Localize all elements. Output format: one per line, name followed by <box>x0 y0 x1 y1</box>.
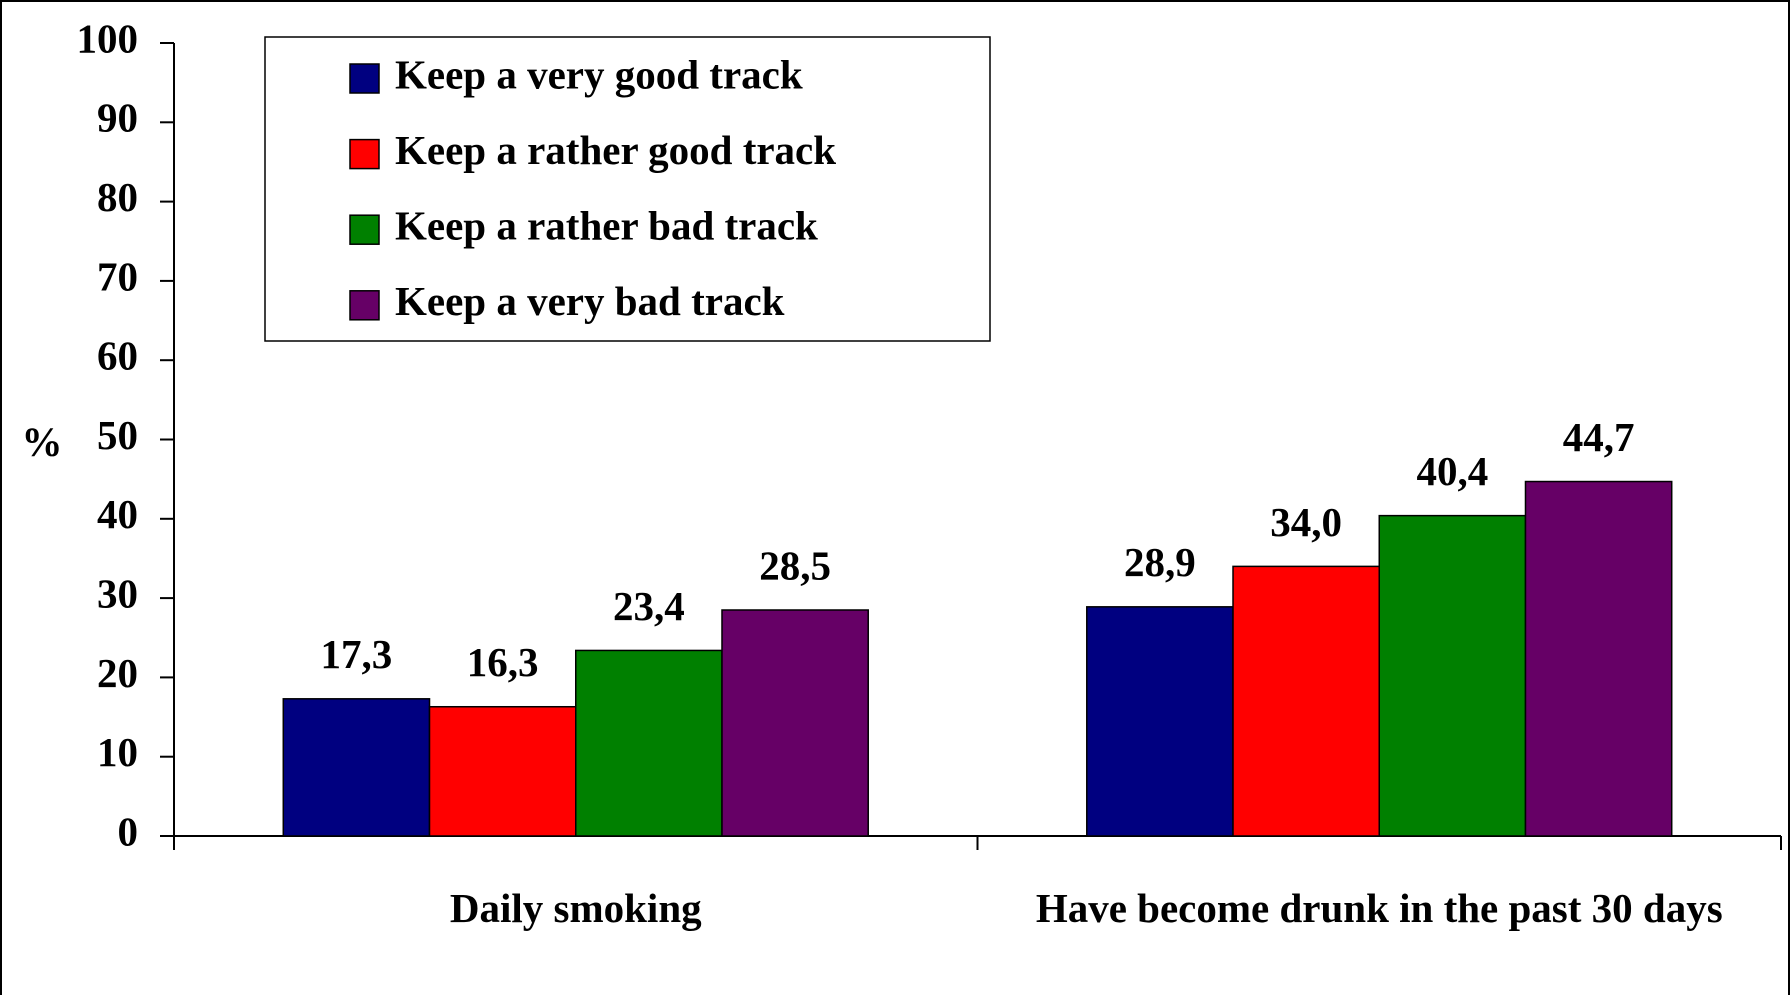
legend-label: Keep a very good track <box>395 51 803 97</box>
legend-swatch <box>349 138 380 170</box>
bar <box>1524 480 1673 837</box>
y-tick-label: 100 <box>77 15 139 61</box>
value-label: 28,9 <box>1124 539 1196 585</box>
x-tick-label: Daily smoking <box>449 885 702 931</box>
bar <box>575 649 723 837</box>
y-tick-label: 90 <box>97 95 138 141</box>
y-tick-label: 50 <box>97 412 138 458</box>
y-tick-label: 20 <box>97 650 138 696</box>
bar <box>428 705 577 837</box>
value-label: 44,7 <box>1563 414 1635 460</box>
y-tick-label: 30 <box>97 571 138 617</box>
y-tick-label: 40 <box>97 491 138 537</box>
bar <box>282 698 431 837</box>
value-label: 28,5 <box>759 542 831 588</box>
bar <box>1086 606 1234 837</box>
bar <box>721 609 869 837</box>
y-tick-label: 0 <box>118 808 139 854</box>
bar <box>1232 565 1380 837</box>
legend-swatch <box>349 290 380 321</box>
legend-swatch <box>349 214 380 245</box>
legend-label: Keep a rather bad track <box>395 203 818 249</box>
value-label: 17,3 <box>321 631 393 677</box>
y-axis-label: % <box>22 418 63 464</box>
y-tick-label: 80 <box>97 174 138 220</box>
y-tick-label: 10 <box>97 729 138 775</box>
value-label: 34,0 <box>1270 499 1342 545</box>
legend-swatch <box>349 63 380 94</box>
y-tick-label: 60 <box>97 333 138 379</box>
x-tick-label: Have become drunk in the past 30 days <box>1035 885 1723 931</box>
legend-box <box>264 36 991 342</box>
bar <box>1378 514 1527 837</box>
legend-label: Keep a rather good track <box>395 127 836 173</box>
y-tick-label: 70 <box>97 253 138 299</box>
value-label: 23,4 <box>613 583 685 629</box>
value-label: 16,3 <box>467 639 539 685</box>
value-label: 40,4 <box>1416 448 1488 494</box>
legend-label: Keep a very bad track <box>395 278 785 324</box>
